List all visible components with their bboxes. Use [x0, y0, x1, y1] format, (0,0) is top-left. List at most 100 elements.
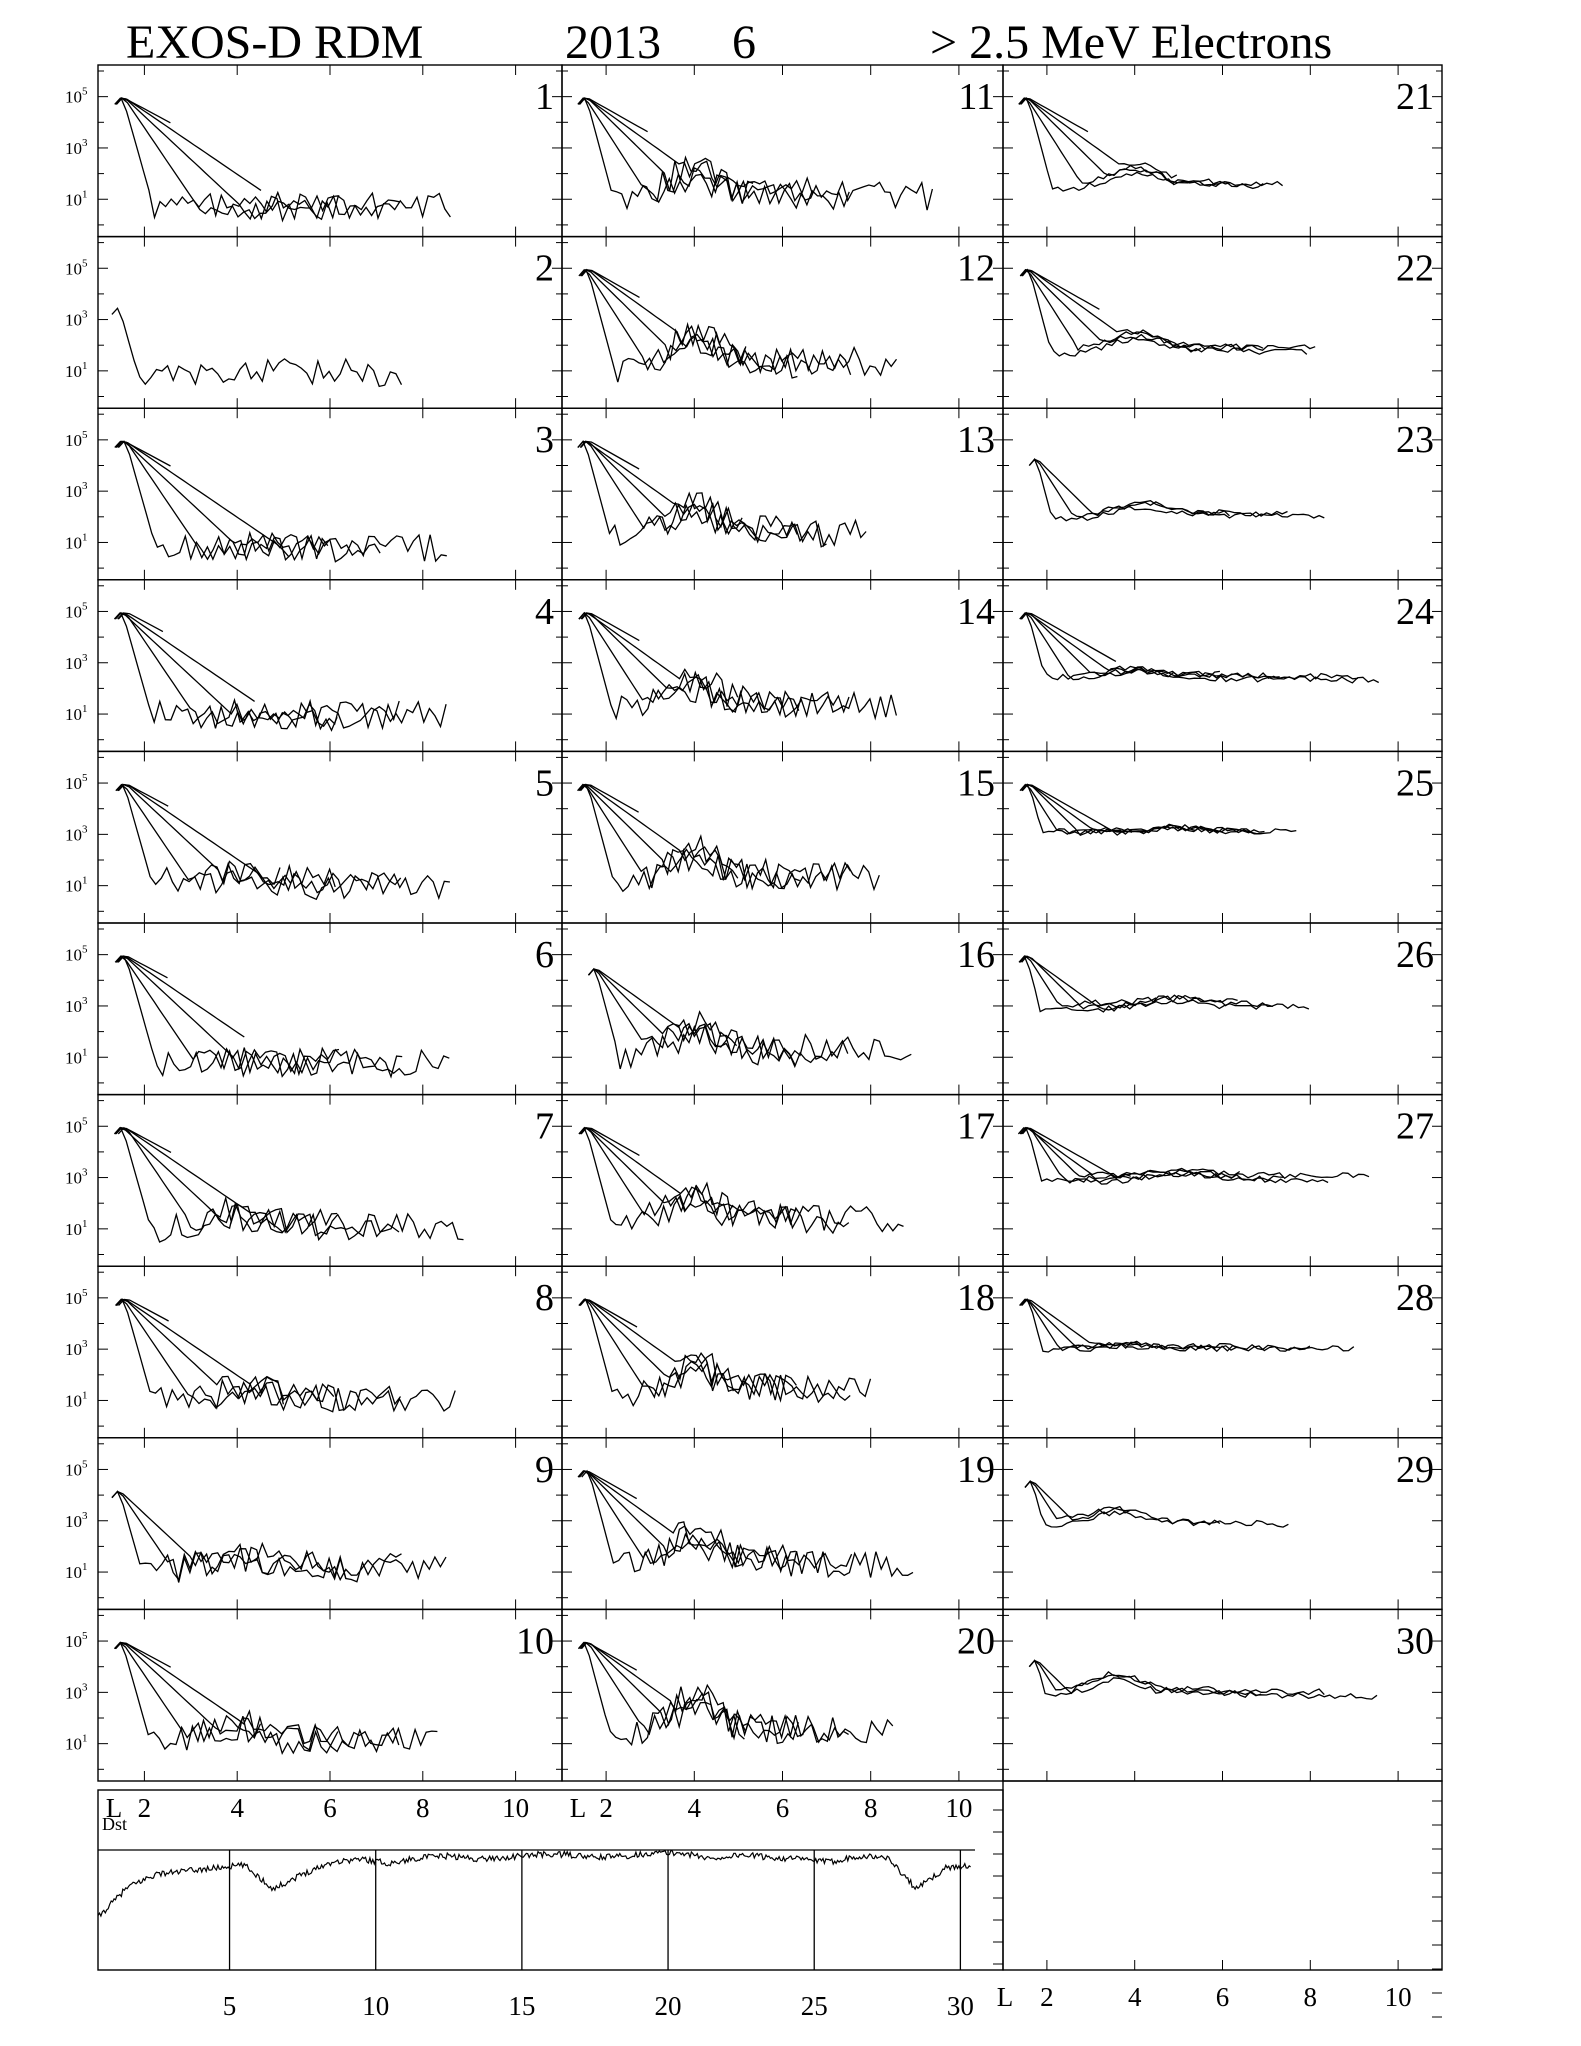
dst-x-tick-label: 10 — [362, 1991, 389, 2021]
flux-profile-line — [1019, 1127, 1131, 1179]
panel-day-20: 20 — [561, 1608, 1004, 1782]
y-tick-label: 105 — [65, 429, 88, 450]
y-tick-base: 10 — [65, 1117, 82, 1136]
x-axis-label-L: L — [106, 1793, 123, 1823]
flux-profile-line — [578, 1298, 872, 1401]
y-tick-base: 10 — [65, 1220, 82, 1239]
y-tick-base: 10 — [65, 1169, 82, 1188]
y-tick-base: 10 — [65, 139, 82, 158]
y-tick-label: 103 — [65, 137, 88, 158]
flux-profile-line — [577, 783, 880, 892]
x-tick-label: 10 — [502, 1793, 529, 1823]
flux-profile-line — [117, 783, 169, 807]
day-number: 1 — [535, 76, 554, 118]
y-tick-exponent: 5 — [82, 257, 88, 269]
flux-profile-line — [578, 268, 898, 377]
y-tick-exponent: 5 — [82, 600, 88, 612]
flux-profile-line — [1018, 97, 1178, 179]
flux-profile-line — [580, 1127, 640, 1156]
flux-profile-line — [111, 1490, 347, 1581]
flux-profile-line — [114, 612, 255, 702]
empty-panel-frame — [1002, 1780, 1443, 1971]
flux-profile-line — [111, 1490, 447, 1583]
y-tick-exponent: 5 — [82, 429, 88, 441]
flux-profile-line — [113, 1127, 338, 1234]
flux-profile-line — [579, 1298, 851, 1408]
empty-x-tick-label: 6 — [1216, 1982, 1230, 2012]
flux-profile-line — [579, 1127, 734, 1208]
y-tick-base: 10 — [65, 877, 82, 896]
panel-day-11: 11 — [561, 64, 1004, 238]
panel-frame — [1002, 64, 1443, 238]
flux-profile-line — [577, 97, 754, 204]
flux-profile-line — [588, 968, 912, 1062]
flux-profile-line — [115, 955, 340, 1076]
y-tick-label: 105 — [65, 944, 88, 965]
flux-profile-line — [1020, 1127, 1370, 1180]
panel-day-23: 23 — [1002, 407, 1443, 581]
flux-profile-line — [1020, 1298, 1143, 1346]
y-tick-base: 10 — [65, 259, 82, 278]
y-tick-base: 10 — [65, 88, 82, 107]
flux-profile-line — [578, 612, 739, 707]
day-number: 26 — [1396, 934, 1434, 976]
flux-profile-line — [577, 1641, 638, 1671]
flux-profile-line — [1019, 612, 1220, 678]
day-number: 30 — [1396, 1620, 1434, 1662]
panel-frame — [561, 1093, 1004, 1267]
panel-frame — [1002, 235, 1443, 409]
y-tick-base: 10 — [65, 774, 82, 793]
flux-profile-line — [579, 1470, 914, 1579]
day-number: 18 — [957, 1277, 995, 1319]
panel-day-14: 14 — [561, 579, 1004, 753]
y-tick-exponent: 3 — [82, 823, 88, 835]
title-month: 6 — [732, 16, 756, 69]
panel-day-24: 24 — [1002, 579, 1443, 753]
flux-profile-line — [578, 1298, 638, 1328]
flux-profile-line — [1017, 1127, 1241, 1179]
dst-label: Dst — [102, 1814, 127, 1834]
flux-profile-line — [1019, 955, 1274, 1010]
panel-frame — [561, 235, 1004, 409]
flux-profile-line — [578, 1470, 638, 1500]
flux-profile-line — [1021, 783, 1265, 836]
day-number: 4 — [535, 591, 554, 633]
y-tick-label: 105 — [65, 86, 88, 107]
flux-profile-line — [115, 1298, 285, 1405]
panel-frame — [97, 1437, 563, 1611]
flux-profile-line — [115, 97, 451, 221]
panel-frame — [561, 922, 1004, 1096]
dst-x-tick-label: 5 — [223, 1991, 237, 2021]
panel-frame — [1002, 1437, 1443, 1611]
flux-profile-line — [588, 967, 849, 1070]
flux-profile-line — [114, 1641, 339, 1756]
flux-profile-line — [114, 1126, 400, 1243]
flux-profile-line — [1021, 1298, 1355, 1353]
y-tick-label: 103 — [65, 480, 88, 501]
y-tick-base: 10 — [65, 1048, 82, 1067]
panel-frame — [561, 1437, 1004, 1611]
y-tick-base: 10 — [65, 431, 82, 450]
y-tick-label: 101 — [65, 1218, 88, 1239]
panel-frame — [97, 1093, 563, 1267]
panel-day-29: 29 — [1002, 1437, 1443, 1611]
flux-profile-line — [117, 1126, 464, 1242]
y-tick-label: 101 — [65, 360, 88, 381]
x-tick-label: 2 — [138, 1793, 152, 1823]
day-panels: 1051031011105103101210510310131051031014… — [65, 64, 1443, 1782]
flux-profile-line — [1021, 268, 1308, 357]
panel-frame — [97, 579, 563, 753]
flux-profile-line — [118, 1298, 169, 1322]
y-tick-base: 10 — [65, 190, 82, 209]
flux-profile-line — [577, 1470, 743, 1568]
panel-frame — [561, 579, 1004, 753]
flux-profile-line — [1024, 1480, 1131, 1520]
flux-profile-line — [580, 440, 640, 470]
y-tick-exponent: 3 — [82, 1338, 88, 1350]
flux-profile-line — [578, 1127, 797, 1230]
flux-profile-line — [580, 783, 851, 893]
